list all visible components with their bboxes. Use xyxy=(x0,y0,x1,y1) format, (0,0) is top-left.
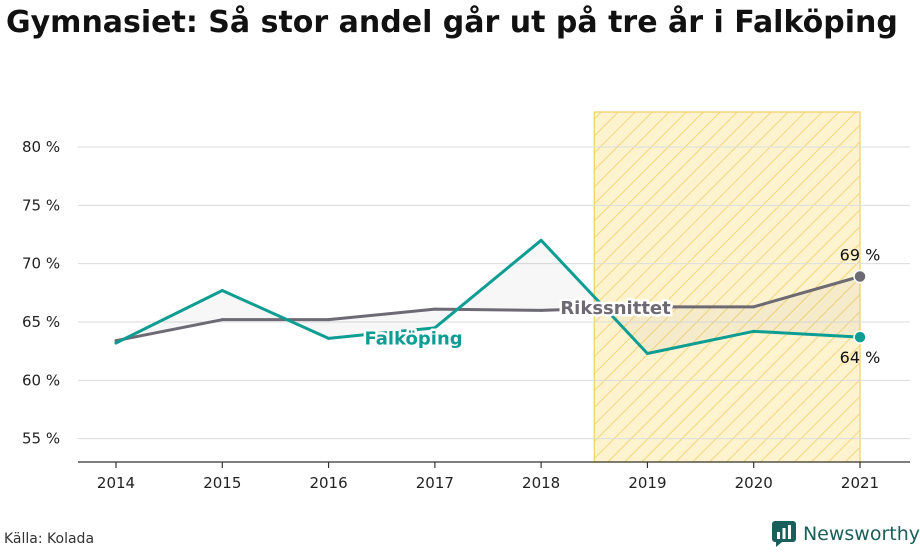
x-tick-label: 2015 xyxy=(203,474,241,492)
riket-point xyxy=(752,305,756,309)
falkoping-point xyxy=(645,352,649,355)
y-tick-label: 80 % xyxy=(22,138,60,156)
falkoping-series-label: Falköping xyxy=(365,328,463,349)
riket-point xyxy=(327,318,331,322)
falkoping-end-label: 64 % xyxy=(840,348,881,367)
x-tick-label: 2017 xyxy=(416,474,454,492)
riket-line xyxy=(114,275,862,343)
newsworthy-logo: Newsworthy xyxy=(771,520,920,548)
falkoping-point xyxy=(433,326,437,330)
x-tick-label: 2018 xyxy=(522,474,560,492)
highlight-hatch xyxy=(593,111,861,463)
falkoping-point xyxy=(220,289,224,292)
falkoping-point xyxy=(752,329,756,333)
x-tick-label: 2016 xyxy=(309,474,347,492)
falkoping-point xyxy=(114,341,118,345)
falkoping-point xyxy=(539,238,543,242)
x-tick-label: 2014 xyxy=(97,474,135,492)
chart-title: Gymnasiet: Så stor andel går ut på tre å… xyxy=(6,5,898,40)
riket-point xyxy=(853,269,867,284)
x-tick-label: 2020 xyxy=(735,474,773,492)
falkoping-point xyxy=(327,336,331,340)
y-tick-label: 60 % xyxy=(22,371,60,389)
riket-point xyxy=(645,305,649,309)
riket-end-label: 69 % xyxy=(840,246,881,265)
y-tick-label: 70 % xyxy=(22,255,60,273)
riket-point xyxy=(220,318,224,322)
brand-name: Newsworthy xyxy=(802,523,920,545)
y-tick-label: 55 % xyxy=(22,430,60,448)
riket-point xyxy=(433,307,437,311)
falkoping-point xyxy=(853,330,867,344)
x-tick-label: 2021 xyxy=(841,474,879,492)
riket-point xyxy=(539,308,543,312)
riket-series-label: Rikssnittet xyxy=(560,298,671,319)
x-tick-label: 2019 xyxy=(628,474,666,492)
y-tick-label: 65 % xyxy=(22,313,60,331)
falkoping-line xyxy=(114,238,862,355)
source-note: Källa: Kolada xyxy=(4,531,95,547)
y-tick-label: 75 % xyxy=(22,196,60,214)
newsworthy-icon xyxy=(771,521,796,547)
